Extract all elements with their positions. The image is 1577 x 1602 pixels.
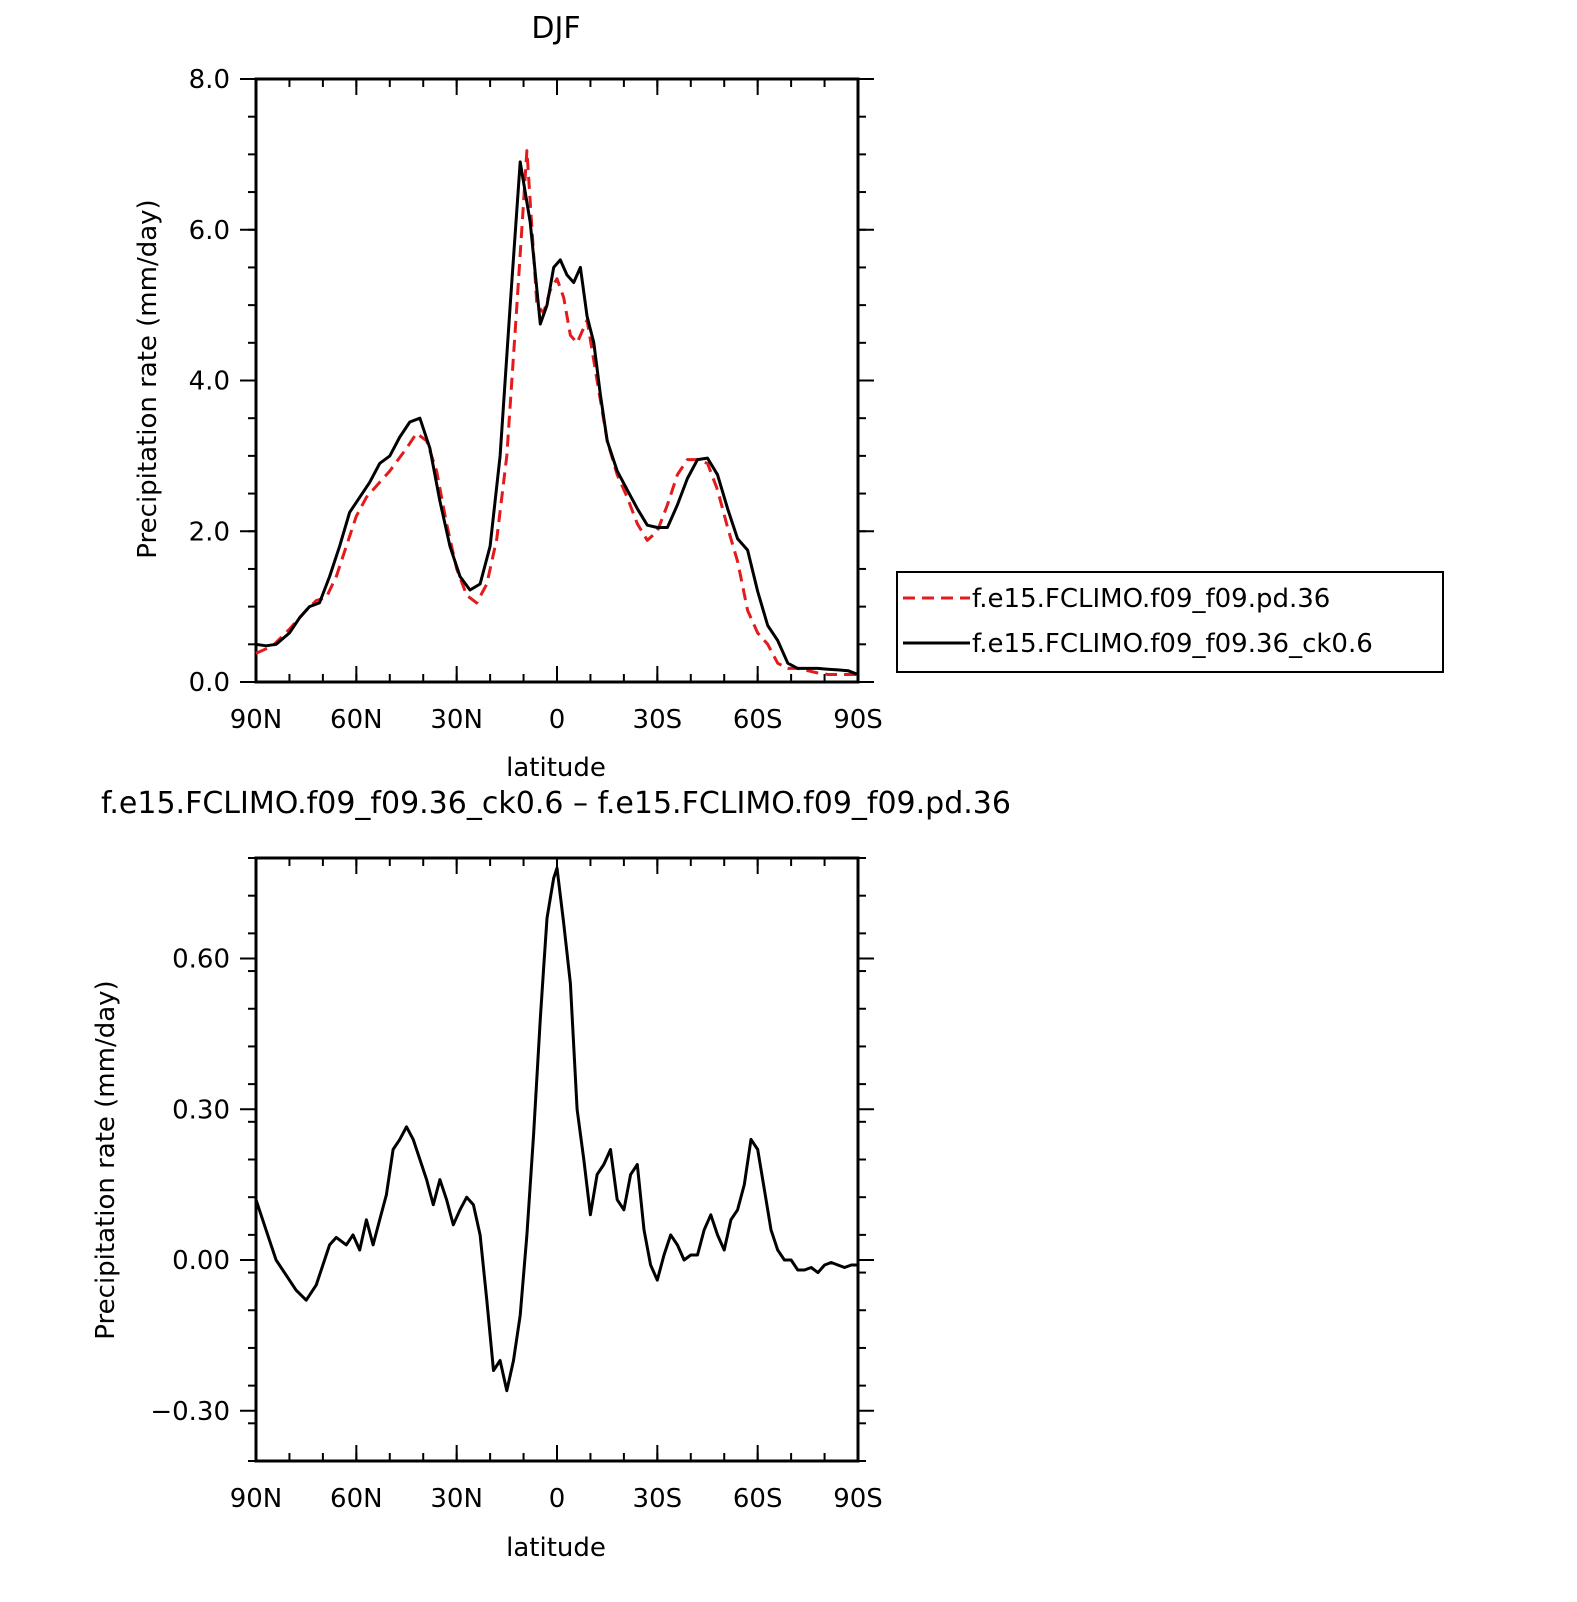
y-tick-label: 6.0 [189,216,230,246]
legend-box [896,571,1444,673]
x-tick-label: 30N [430,705,483,735]
bottom-x-axis-label: latitude [506,1533,606,1563]
x-tick-label: 90N [230,1484,283,1514]
top-y-axis-label: Precipitation rate (mm/day) [133,199,163,558]
y-tick-label: 0.60 [172,945,230,975]
y-tick-label: 0.30 [172,1095,230,1125]
legend: f.e15.FCLIMO.f09_f09.pd.36 f.e15.FCLIMO.… [896,571,1444,673]
series-line-0 [254,866,858,1393]
x-tick-label: 90N [230,705,283,735]
x-tick-label: 30S [633,705,683,735]
x-tick-label: 0 [549,705,566,735]
top-panel: DJF 90N 60N 30N 0 30S 60S 90S 0.0 2.0 4.0 6.0 8.0 l… [133,11,1444,783]
top-chart-title: DJF [531,11,580,46]
y-tick-label: −0.30 [150,1397,230,1427]
x-tick-label: 30S [633,1484,683,1514]
series-line-1 [255,160,859,676]
y-tick-label: 0.00 [172,1246,230,1276]
series-line-0 [255,149,858,676]
x-tick-label: 60S [733,1484,783,1514]
x-tick-label: 60N [330,1484,383,1514]
top-plot-area: 90N 60N 30N 0 30S 60S 90S 0.0 2.0 4.0 6.0 8.0 [189,65,883,735]
x-tick-label: 90S [833,1484,883,1514]
y-tick-label: 0.0 [189,668,230,698]
x-tick-label: 30N [430,1484,483,1514]
y-tick-label: 4.0 [189,367,230,397]
x-tick-label: 90S [833,705,883,735]
y-tick-label: 2.0 [189,517,230,547]
bottom-panel: f.e15.FCLIMO.f09_f09.36_ck0.6 – f.e15.FC… [91,786,1011,1563]
bottom-y-axis-label: Precipitation rate (mm/day) [91,980,121,1339]
plot-frame [254,856,860,1463]
x-tick-label: 60S [733,705,783,735]
legend-label-series-b: f.e15.FCLIMO.f09_f09.36_ck0.6 [972,629,1373,659]
legend-label-series-a: f.e15.FCLIMO.f09_f09.pd.36 [972,584,1330,614]
bottom-chart-title: f.e15.FCLIMO.f09_f09.36_ck0.6 – f.e15.FC… [101,786,1011,821]
x-tick-label: 60N [330,705,383,735]
x-tick-label: 0 [549,1484,566,1514]
bottom-plot-area: 90N 60N 30N 0 30S 60S 90S −0.30 0.00 0.30 0.60 [150,856,883,1514]
top-x-axis-label: latitude [506,753,606,783]
y-tick-label: 8.0 [189,65,230,95]
plot-frame [254,77,860,684]
